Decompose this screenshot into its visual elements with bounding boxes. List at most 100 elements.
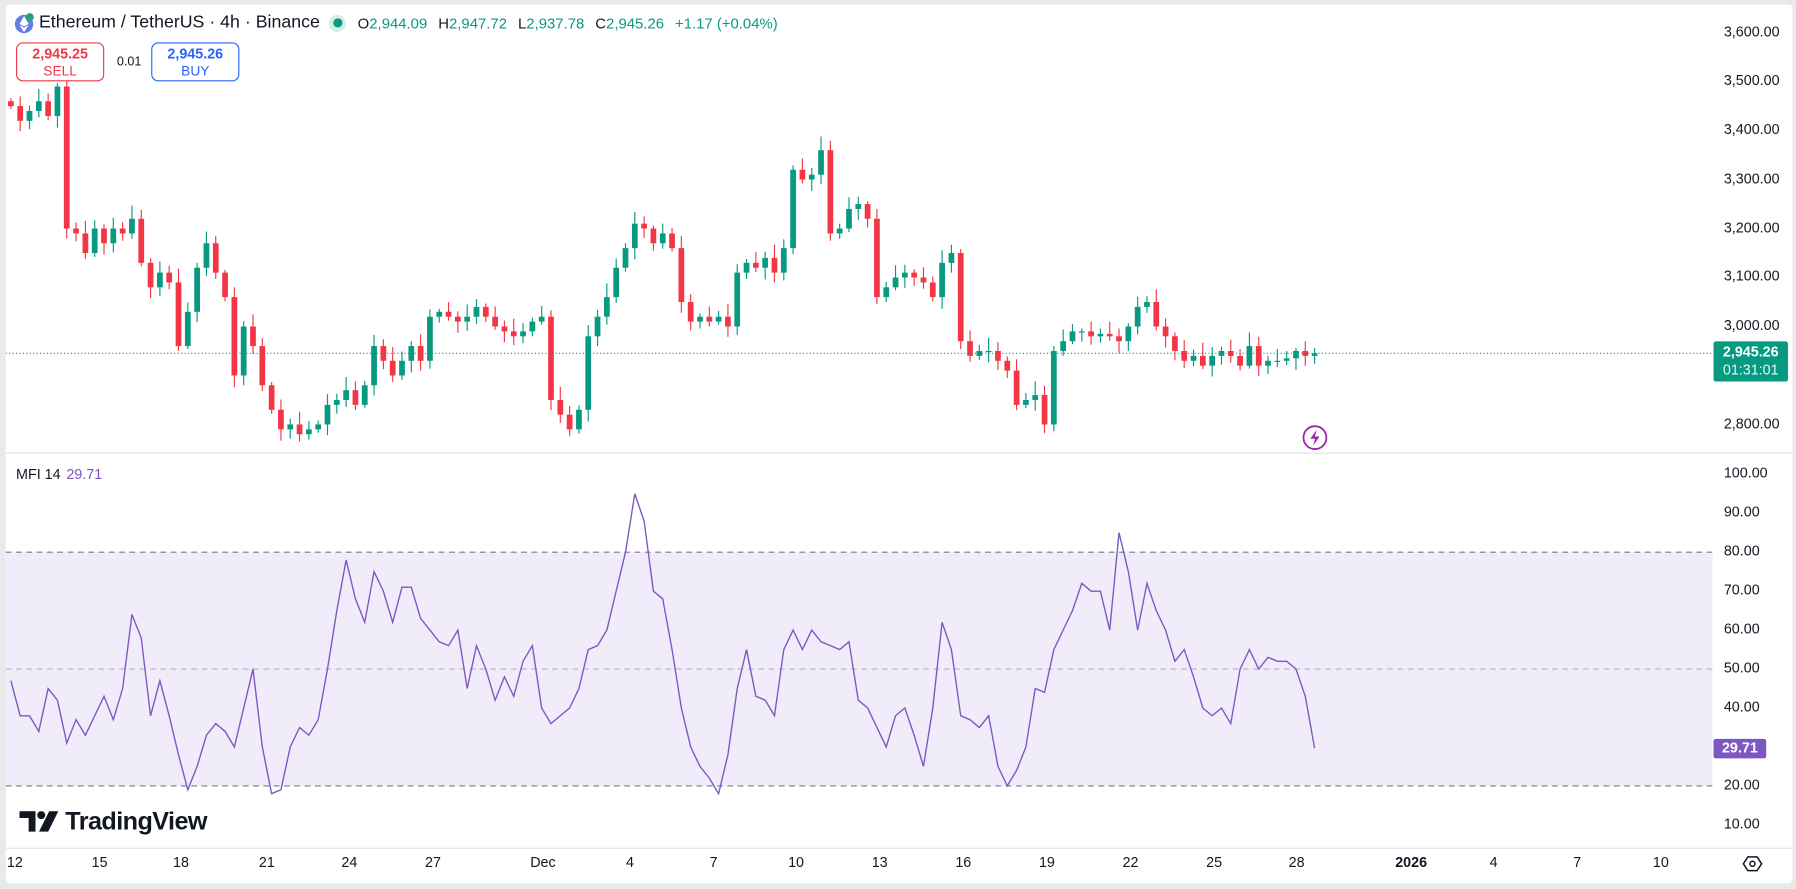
candle-body [1041,395,1048,425]
candle [920,267,927,289]
price-tick: 2,800.00 [1723,415,1780,432]
candle [957,249,964,350]
candle-body [855,204,862,209]
candle [1293,348,1299,371]
candle-body [948,253,955,263]
candle-body [315,424,322,430]
candle [1032,381,1039,411]
current-price-badge: 2,945.26 01:31:01 [1713,341,1788,382]
lightning-icon[interactable] [1301,424,1328,451]
market-status-icon[interactable] [329,14,347,32]
candle-body [594,316,601,337]
mfi-tick: 40.00 [1723,698,1760,715]
symbol-header: Ethereum / TetherUS · 4h · Binance O2,94… [14,10,785,35]
candle-body [603,297,610,317]
candle-body [762,257,769,268]
candle-body [1209,355,1216,366]
candle [538,305,545,325]
time-tick: 22 [1122,854,1139,871]
candle [762,251,769,280]
mfi-tick: 20.00 [1723,776,1760,793]
candle [641,216,647,238]
candle-body [613,267,620,298]
candle-body [538,316,545,322]
candle [1199,342,1206,370]
candle-body [641,223,647,229]
candle [697,313,703,329]
price-pane[interactable] [5,5,1713,454]
candle [650,225,657,251]
candle-body [333,399,340,405]
candle [734,264,741,335]
time-tick: 12 [6,854,23,871]
candle-body [1125,326,1132,342]
candle-body [529,321,536,332]
candle-body [371,346,377,386]
candle-body [166,272,173,283]
candle [1181,340,1188,369]
candle-body [1116,336,1122,342]
candle [8,98,14,110]
candle [1227,339,1234,363]
candle-body [259,346,266,386]
candle [659,223,666,249]
low-value: 2,937.78 [526,14,585,32]
time-tick-year: 2026 [1395,854,1428,871]
candle-body [743,262,750,273]
candle-body [91,228,98,254]
candle [631,211,638,260]
candle [315,420,322,433]
candle [995,342,1001,371]
candle [548,310,554,411]
candle-body [231,297,238,376]
pane-divider[interactable] [5,452,1793,454]
candle-body [1283,358,1290,361]
mfi-pane[interactable] [5,454,1713,849]
candle-body [1004,360,1011,371]
candle [576,405,582,434]
candle-body [771,257,778,273]
candle [771,244,778,283]
candle [715,310,722,325]
candle-body [1237,355,1243,366]
candle-body [445,311,452,317]
candle-body [222,272,228,298]
candle [1162,318,1169,348]
candle-body [138,218,145,263]
bar-countdown: 01:31:01 [1722,362,1779,379]
candle [836,223,843,239]
candle [380,339,387,370]
time-axis-divider [5,847,1793,849]
time-tick: 21 [258,854,275,871]
candle [250,314,256,354]
chart-area[interactable]: Ethereum / TetherUS · 4h · Binance O2,94… [5,4,1793,884]
candle-body [520,331,526,337]
candle [1311,347,1318,364]
candle-body [920,277,927,283]
mfi-line [10,493,1316,796]
symbol-title[interactable]: Ethereum / TetherUS · 4h · Binance [38,12,320,33]
candle [669,228,675,252]
candle-body [1060,341,1067,351]
candle-body [1255,346,1262,366]
sell-button[interactable]: 2,945.25 SELL [16,42,105,82]
candle [1060,329,1067,356]
candle [687,294,694,331]
tradingview-logo-icon [19,811,59,832]
mfi-tick: 60.00 [1723,620,1760,637]
candle [1050,346,1057,432]
candle-body [1218,350,1225,356]
candle [408,341,415,373]
tradingview-logo: TradingView [19,807,208,837]
candle [529,317,536,337]
candle-body [399,360,405,376]
mfi-legend[interactable]: MFI 14 29.71 [16,466,103,483]
time-tick: 25 [1206,854,1223,871]
candle-body [1078,331,1085,333]
candle-body [296,424,303,435]
time-tick: 10 [1652,854,1669,871]
buy-button[interactable]: 2,945.26 BUY [151,42,240,82]
candle-body [1274,360,1281,362]
candle-body [864,204,871,219]
settings-icon[interactable] [1741,855,1764,873]
